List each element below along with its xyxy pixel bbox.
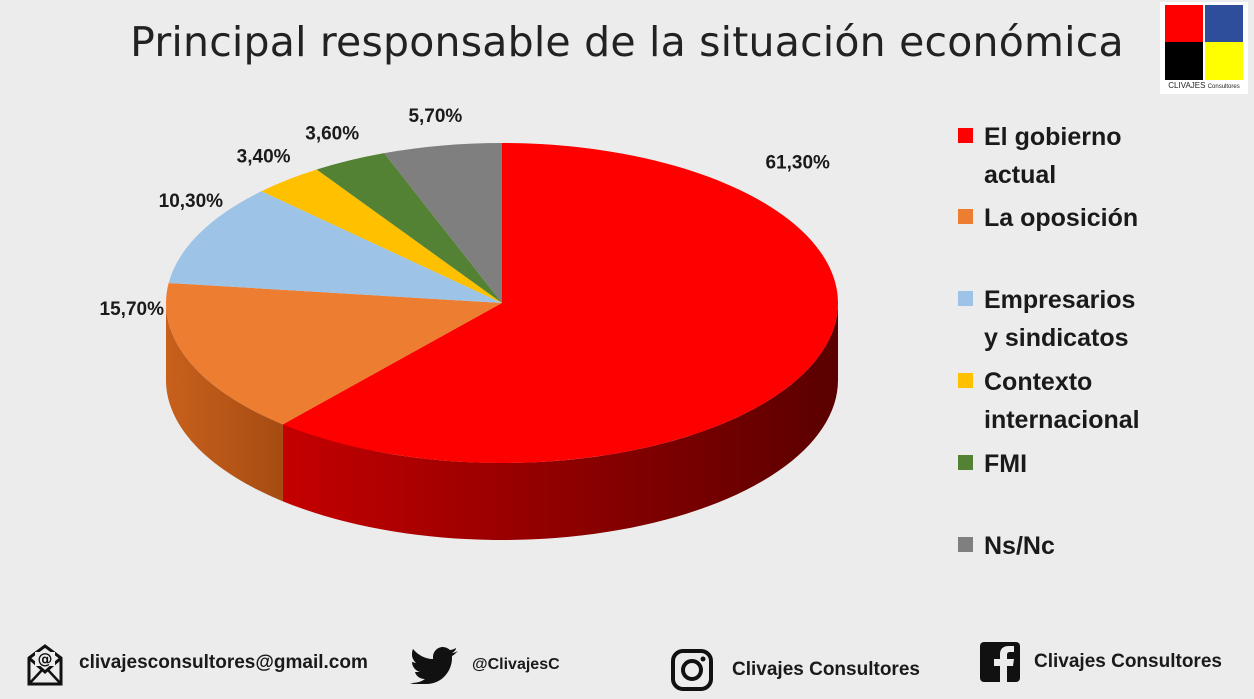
logo-square-blue: [1205, 5, 1243, 43]
legend-item-gobierno: El gobierno actual: [958, 118, 1184, 194]
pie-label-5: 5,70%: [408, 106, 462, 127]
chart-title: Principal responsable de la situación ec…: [130, 18, 1124, 66]
legend-label: FMI: [984, 450, 1028, 478]
legend-swatch: [958, 537, 973, 552]
pie-slice-1: [166, 282, 503, 425]
logo-square-yellow: [1205, 42, 1243, 80]
footer-twitter-text: @ClivajesC: [472, 656, 560, 673]
pie-label-1: 15,70%: [100, 299, 165, 320]
legend-item-nsnc: Ns/Nc: [958, 527, 1184, 565]
legend-label: Empresarios y sindicatos: [984, 286, 1136, 352]
legend-swatch: [958, 128, 973, 143]
footer-instagram[interactable]: Clivajes Consultores: [670, 648, 920, 692]
legend-swatch: [958, 373, 973, 388]
legend-swatch: [958, 209, 973, 224]
legend-swatch: [958, 291, 973, 306]
pie-side-0: [282, 303, 839, 540]
pie-tops: [166, 143, 838, 463]
pie-label-4: 3,60%: [305, 124, 359, 145]
svg-text:@: @: [38, 650, 53, 668]
clivajes-logo: CLIVAJES Consultores: [1160, 2, 1248, 94]
legend-swatch: [958, 455, 973, 470]
pie-side-1: [166, 303, 283, 502]
pie-slice-0: [282, 143, 838, 463]
pie-label-0: 61,30%: [765, 153, 830, 174]
pie-slice-2: [168, 191, 502, 303]
footer-email-text: clivajesconsultores@gmail.com: [79, 652, 368, 673]
legend-label: Ns/Nc: [984, 532, 1055, 560]
legend-item-contexto: Contexto internacional: [958, 363, 1184, 439]
footer-facebook-text: Clivajes Consultores: [1034, 651, 1222, 672]
pie-label-2: 10,30%: [159, 191, 224, 212]
footer-twitter[interactable]: @ClivajesC: [410, 646, 560, 684]
logo-square-black: [1165, 42, 1203, 80]
footer-instagram-text: Clivajes Consultores: [732, 659, 920, 680]
pie-labels: 61,30% 15,70% 10,30% 3,40% 3,60% 5,70%: [100, 106, 830, 320]
facebook-icon: [980, 642, 1020, 682]
legend-item-oposicion: La oposición: [958, 199, 1184, 237]
email-icon: @: [27, 644, 63, 686]
footer-facebook[interactable]: Clivajes Consultores: [980, 642, 1222, 682]
legend-label: La oposición: [984, 204, 1139, 232]
legend-item-fmi: FMI: [958, 445, 1184, 483]
footer-email[interactable]: @ clivajesconsultores@gmail.com: [25, 638, 368, 688]
footer: @ clivajesconsultores@gmail.com @Clivaje…: [0, 630, 1254, 699]
instagram-icon: [671, 649, 713, 691]
logo-text: CLIVAJES: [1168, 81, 1206, 90]
logo-subtext: Consultores: [1207, 84, 1240, 90]
legend-label: El gobierno actual: [984, 123, 1122, 189]
logo-caption: CLIVAJES Consultores: [1160, 81, 1248, 90]
legend-label: Contexto internacional: [984, 368, 1140, 434]
logo-square-red: [1165, 5, 1203, 43]
legend-item-empresarios: Empresarios y sindicatos: [958, 281, 1184, 357]
pie-label-3: 3,40%: [237, 147, 291, 168]
pie-slice-3: [261, 169, 502, 303]
pie-slice-5: [384, 143, 502, 303]
twitter-icon: [410, 647, 458, 684]
pie-slice-4: [316, 153, 502, 303]
